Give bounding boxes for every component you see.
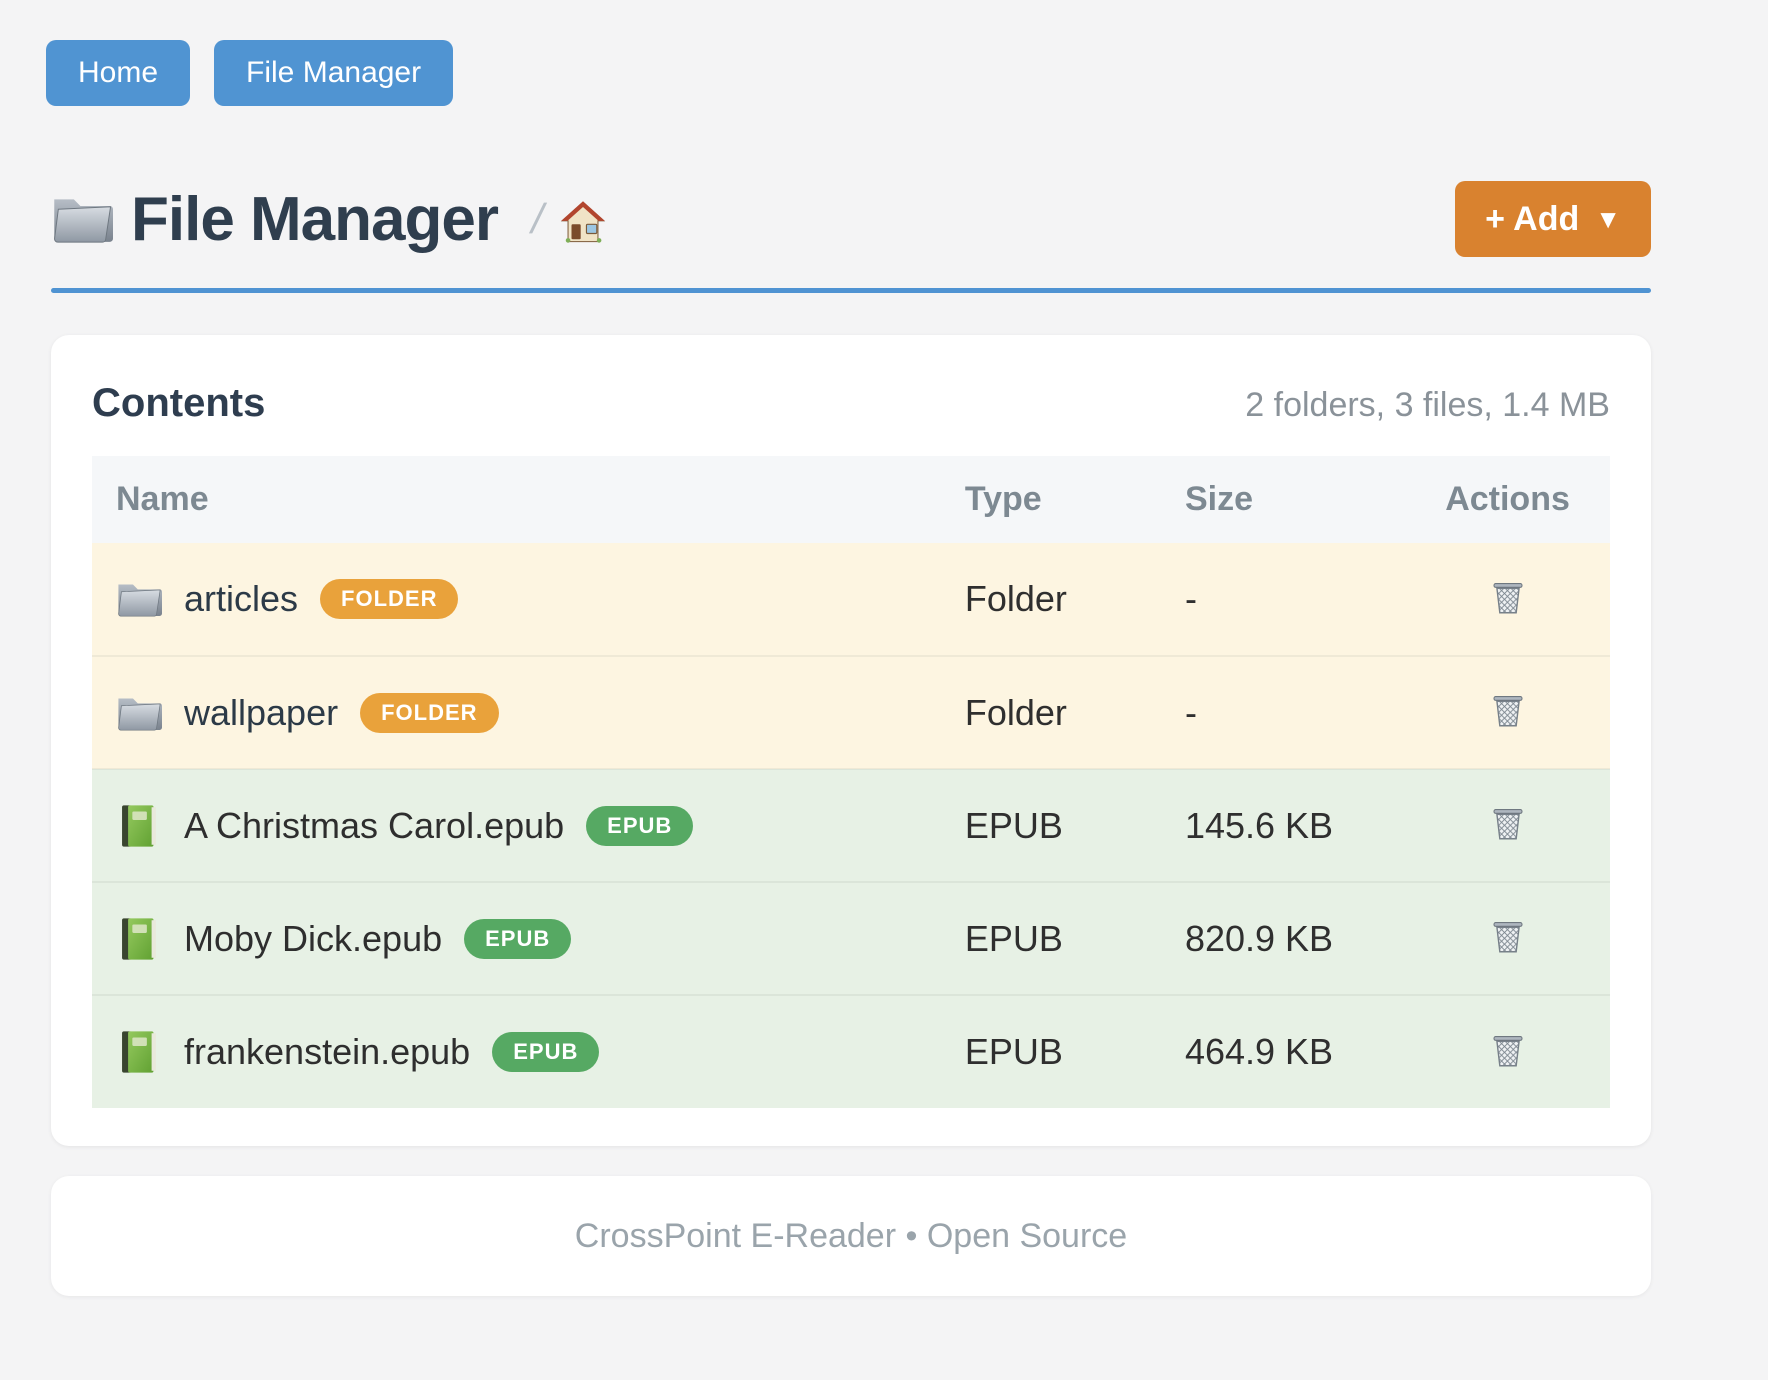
item-size: - [1184, 691, 1197, 733]
file-manager-page: Home File Manager File Manager / + Add ▼… [46, 0, 1651, 1296]
item-name[interactable]: frankenstein.epub [184, 1031, 471, 1072]
page-header: File Manager / + Add ▼ [51, 176, 1651, 262]
item-type: Folder [964, 578, 1067, 619]
table-row: articles FOLDER Folder - [92, 543, 1610, 656]
type-badge: EPUB [492, 1032, 600, 1072]
book-icon [116, 916, 162, 962]
type-badge: EPUB [586, 805, 694, 846]
item-name[interactable]: wallpaper [184, 691, 339, 733]
book-icon [116, 1029, 162, 1075]
type-badge: EPUB [464, 918, 572, 959]
book-icon [116, 803, 162, 849]
table-row: Moby Dick.epub EPUB EPUB 820.9 KB [92, 882, 1610, 995]
folder-icon [116, 690, 162, 736]
contents-panel: Contents 2 folders, 3 files, 1.4 MB Name… [51, 335, 1651, 1146]
nav-file-manager-button[interactable]: File Manager [214, 40, 454, 106]
delete-button[interactable] [1483, 798, 1533, 848]
item-size: 820.9 KB [1184, 917, 1334, 959]
delete-button[interactable] [1483, 1025, 1533, 1075]
column-header-size: Size [1184, 480, 1253, 518]
nav-home-button[interactable]: Home [46, 40, 191, 106]
column-header-actions: Actions [1445, 480, 1570, 518]
contents-header: Contents 2 folders, 3 files, 1.4 MB [92, 381, 1610, 426]
folder-icon [51, 192, 113, 246]
add-button-label: + Add [1485, 200, 1580, 238]
chevron-down-icon: ▼ [1595, 204, 1621, 234]
trash-icon [1487, 915, 1529, 957]
type-badge: FOLDER [320, 579, 459, 619]
delete-button[interactable] [1483, 911, 1533, 961]
title-divider [51, 288, 1651, 293]
item-name[interactable]: Moby Dick.epub [184, 917, 443, 959]
item-size: 464.9 KB [1184, 1031, 1334, 1072]
type-badge: FOLDER [360, 692, 499, 733]
item-type: Folder [964, 691, 1067, 733]
table-header-row: Name Type Size Actions [92, 456, 1610, 543]
table-row: wallpaper FOLDER Folder - [92, 656, 1610, 769]
breadcrumb-separator: / [527, 195, 549, 242]
delete-button[interactable] [1483, 572, 1533, 622]
add-button[interactable]: + Add ▼ [1455, 181, 1651, 257]
item-type: EPUB [964, 804, 1063, 846]
item-size: 145.6 KB [1184, 804, 1334, 846]
item-name[interactable]: articles [184, 578, 299, 619]
trash-icon [1487, 576, 1529, 618]
page-title: File Manager [131, 184, 499, 254]
footer: CrossPoint E-Reader • Open Source [51, 1176, 1651, 1296]
table-row: A Christmas Carol.epub EPUB EPUB 145.6 K… [92, 769, 1610, 882]
folder-icon [116, 576, 162, 622]
column-header-name: Name [116, 480, 209, 518]
item-type: EPUB [964, 917, 1063, 959]
contents-title: Contents [92, 381, 266, 425]
contents-summary: 2 folders, 3 files, 1.4 MB [1245, 386, 1610, 424]
trash-icon [1487, 689, 1529, 731]
home-icon[interactable] [560, 200, 606, 244]
file-table: Name Type Size Actions articles FOLDER F… [92, 456, 1610, 1108]
item-name[interactable]: A Christmas Carol.epub [184, 804, 565, 846]
table-row: frankenstein.epub EPUB EPUB 464.9 KB [92, 995, 1610, 1108]
delete-button[interactable] [1483, 685, 1533, 735]
trash-icon [1487, 1029, 1529, 1071]
column-header-type: Type [964, 480, 1042, 518]
top-nav: Home File Manager [46, 40, 1651, 106]
footer-text: CrossPoint E-Reader • Open Source [574, 1216, 1128, 1255]
item-type: EPUB [964, 1031, 1063, 1072]
item-size: - [1184, 578, 1197, 619]
trash-icon [1487, 802, 1529, 844]
